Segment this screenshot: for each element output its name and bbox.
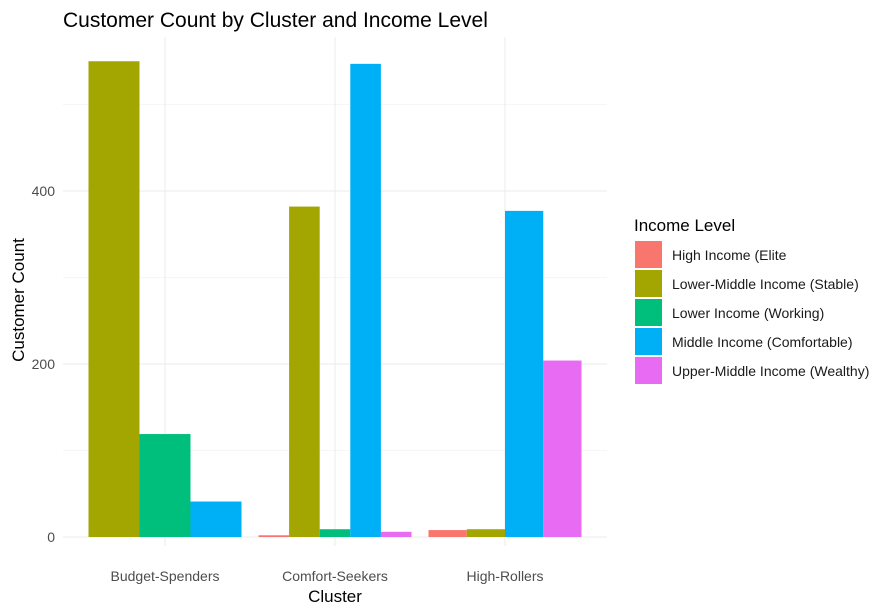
y-axis-ticks: 0 200 400: [32, 183, 56, 545]
legend-swatch: [635, 241, 662, 268]
bar: [380, 531, 412, 537]
legend-label: Middle Income (Comfortable): [672, 334, 853, 350]
legend-swatch: [635, 328, 662, 355]
bar: [350, 63, 381, 537]
y-axis-title: Customer Count: [9, 238, 28, 362]
bar: [190, 501, 242, 537]
bar: [543, 360, 582, 537]
bar: [319, 529, 351, 537]
y-tick-label: 400: [32, 183, 56, 199]
legend-swatch: [635, 270, 662, 297]
legend-swatch: [635, 357, 662, 384]
legend-label: Lower Income (Working): [672, 305, 824, 321]
bar: [258, 535, 290, 537]
y-tick-label: 0: [47, 529, 55, 545]
legend: Income Level High Income (Elite Lower-Mid…: [634, 216, 869, 384]
legend-label: High Income (Elite: [672, 247, 787, 263]
bar: [139, 434, 191, 537]
bar: [505, 210, 544, 537]
legend-items: High Income (Elite Lower-Middle Income (S…: [635, 241, 869, 384]
x-axis-ticks: Budget-Spenders Comfort-Seekers High-Rolle…: [111, 568, 544, 584]
bar: [466, 529, 505, 537]
bar: [289, 206, 320, 537]
x-axis-title: Cluster: [308, 587, 362, 606]
legend-swatch: [635, 299, 662, 326]
x-tick-label: Budget-Spenders: [111, 568, 220, 584]
x-tick-label: High-Rollers: [466, 568, 543, 584]
x-tick-label: Comfort-Seekers: [282, 568, 388, 584]
bars: [88, 61, 582, 537]
y-tick-label: 200: [32, 356, 56, 372]
legend-title: Income Level: [634, 216, 735, 235]
bar: [428, 530, 467, 537]
chart-title: Customer Count by Cluster and Income Lev…: [63, 9, 488, 32]
bar: [88, 61, 140, 537]
legend-label: Lower-Middle Income (Stable): [672, 276, 859, 292]
legend-label: Upper-Middle Income (Wealthy): [672, 363, 869, 379]
